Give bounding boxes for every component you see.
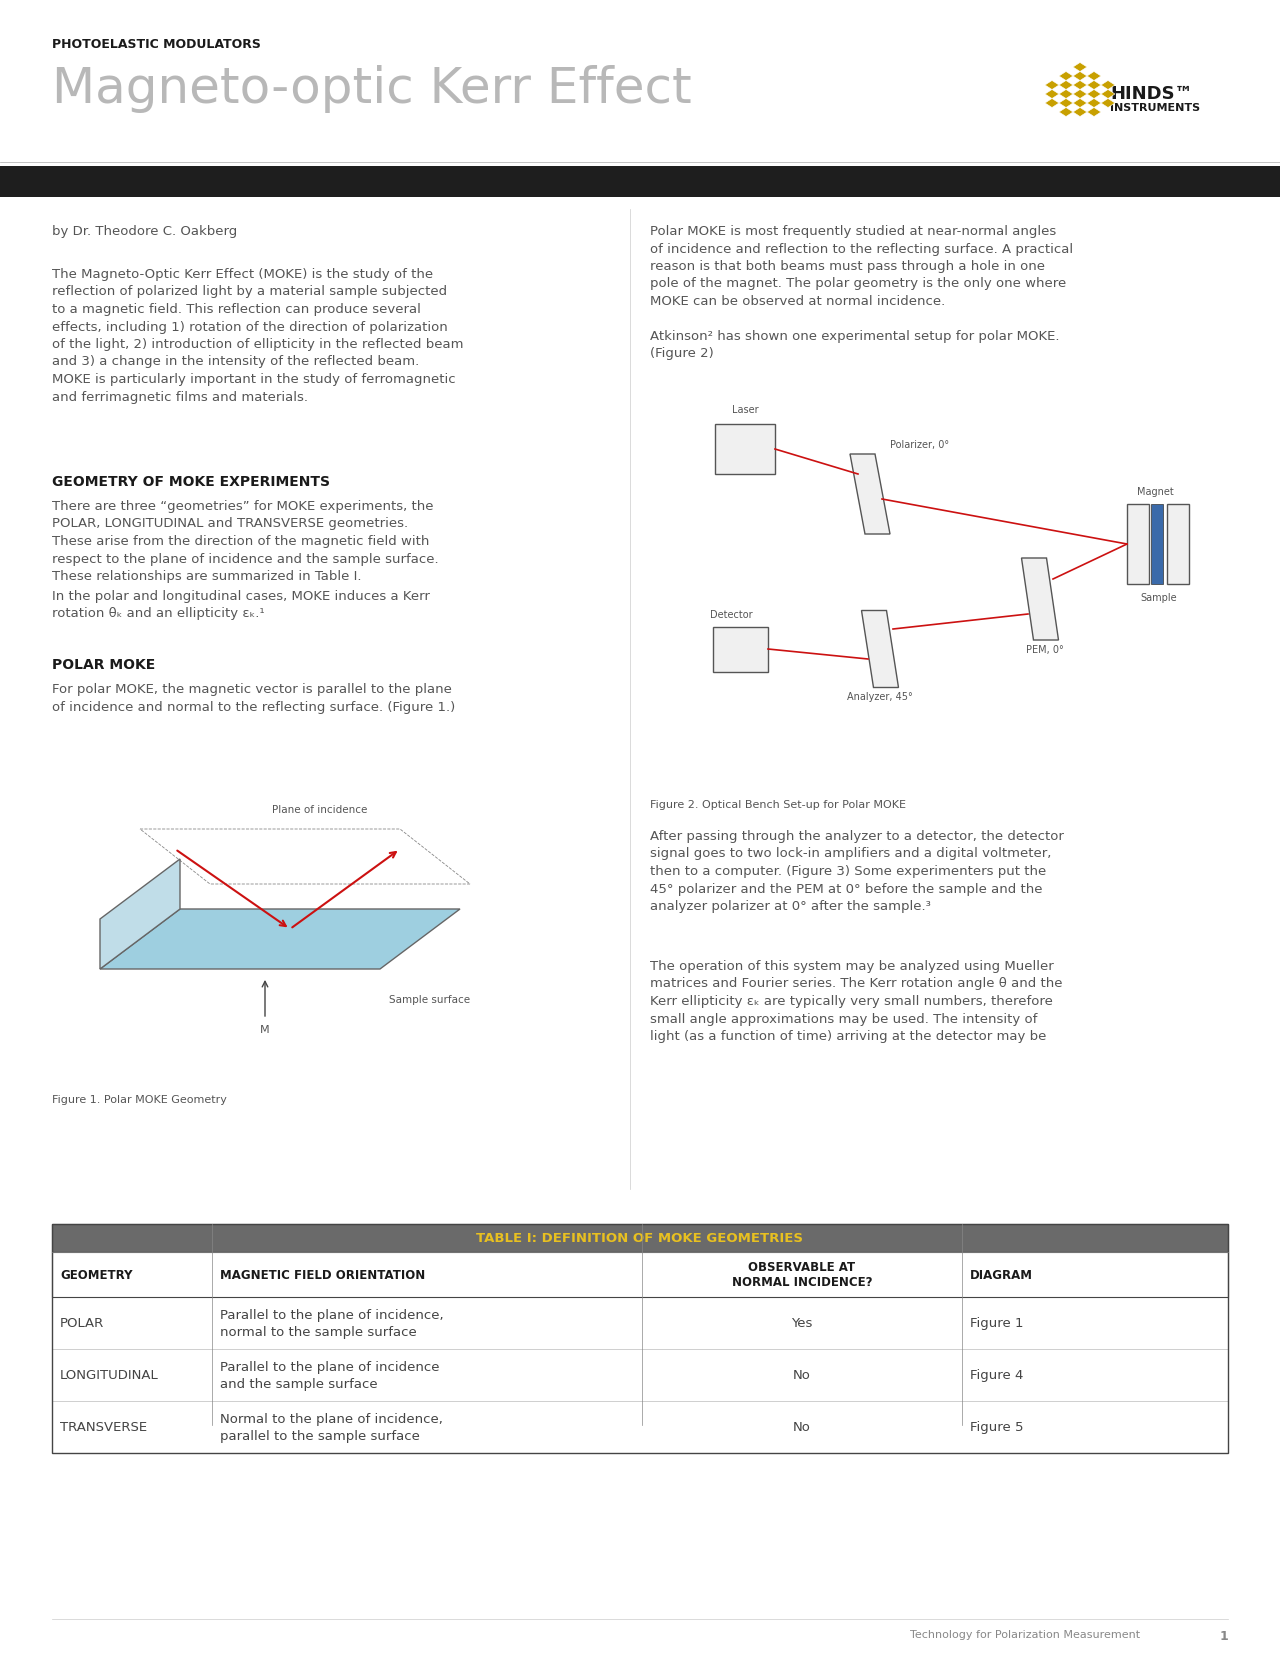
Text: POLAR MOKE: POLAR MOKE [52,657,155,672]
Polygon shape [100,910,460,970]
Bar [1151,505,1164,584]
Text: Yes: Yes [791,1317,813,1329]
Text: 1: 1 [1220,1629,1228,1642]
Polygon shape [1073,99,1087,109]
Text: Figure 4: Figure 4 [970,1369,1024,1382]
Text: INSTRUMENTS: INSTRUMENTS [1110,103,1201,113]
Text: LONGITUDINAL: LONGITUDINAL [60,1369,159,1382]
Text: PEM, 0°: PEM, 0° [1027,644,1064,655]
Bar [52,1225,1228,1453]
Polygon shape [1044,91,1059,99]
Text: No: No [794,1369,812,1382]
Text: TABLE I: DEFINITION OF MOKE GEOMETRIES: TABLE I: DEFINITION OF MOKE GEOMETRIES [476,1231,804,1245]
Text: After passing through the analyzer to a detector, the detector
signal goes to tw: After passing through the analyzer to a … [650,829,1064,912]
Polygon shape [1087,109,1101,118]
Text: DIAGRAM: DIAGRAM [970,1268,1033,1281]
Polygon shape [1087,91,1101,99]
Bar [52,1349,1228,1402]
Text: Laser: Laser [732,405,758,415]
Text: Analyzer, 45°: Analyzer, 45° [847,692,913,702]
Polygon shape [1101,81,1115,91]
Polygon shape [1087,99,1101,109]
Text: MAGNETIC FIELD ORIENTATION: MAGNETIC FIELD ORIENTATION [220,1268,425,1281]
Polygon shape [716,425,774,475]
Text: Polar MOKE is most frequently studied at near-normal angles
of incidence and ref: Polar MOKE is most frequently studied at… [650,225,1073,308]
Text: Detector: Detector [710,609,753,619]
Text: TRANSVERSE: TRANSVERSE [60,1420,147,1433]
Bar [52,1253,1228,1298]
Text: APPLICATION NOTE: APPLICATION NOTE [1100,175,1228,189]
Text: For polar MOKE, the magnetic vector is parallel to the plane
of incidence and no: For polar MOKE, the magnetic vector is p… [52,682,456,713]
Text: Parallel to the plane of incidence
and the sample surface: Parallel to the plane of incidence and t… [220,1360,439,1390]
Text: Technology for Polarization Measurement: Technology for Polarization Measurement [910,1629,1140,1638]
Polygon shape [1073,81,1087,91]
Bar [52,1298,1228,1349]
Text: Atkinson² has shown one experimental setup for polar MOKE.: Atkinson² has shown one experimental set… [650,329,1060,343]
Text: Figure 5: Figure 5 [970,1420,1024,1433]
Polygon shape [1059,91,1073,99]
Polygon shape [1073,73,1087,81]
Polygon shape [1073,91,1087,99]
Polygon shape [1021,559,1059,640]
Polygon shape [850,455,890,535]
Polygon shape [1087,73,1101,81]
Text: POLAR: POLAR [60,1317,104,1329]
Bar [1167,505,1189,584]
Text: Sample: Sample [1140,592,1178,602]
Text: OBSERVABLE AT
NORMAL INCIDENCE?: OBSERVABLE AT NORMAL INCIDENCE? [732,1261,872,1289]
Text: PHOTOELASTIC MODULATORS: PHOTOELASTIC MODULATORS [52,38,261,51]
Text: The operation of this system may be analyzed using Mueller
matrices and Fourier : The operation of this system may be anal… [650,960,1062,1043]
Polygon shape [1101,91,1115,99]
Polygon shape [1073,63,1087,73]
Text: Polarizer, 0°: Polarizer, 0° [890,440,950,450]
Bar [52,1225,1228,1253]
Text: Magneto-optic Kerr Effect: Magneto-optic Kerr Effect [52,65,691,113]
Text: Magnet: Magnet [1137,487,1174,496]
Polygon shape [713,627,768,672]
Polygon shape [1059,99,1073,109]
Text: Figure 2. Optical Bench Set-up for Polar MOKE: Figure 2. Optical Bench Set-up for Polar… [650,799,906,809]
Text: (Figure 2): (Figure 2) [650,348,714,359]
Text: HINDS™: HINDS™ [1110,84,1193,103]
Polygon shape [100,859,180,970]
Text: by Dr. Theodore C. Oakberg: by Dr. Theodore C. Oakberg [52,225,237,238]
Text: GEOMETRY: GEOMETRY [60,1268,133,1281]
Polygon shape [1044,99,1059,109]
Polygon shape [1087,81,1101,91]
Polygon shape [1059,109,1073,118]
Text: In the polar and longitudinal cases, MOKE induces a Kerr
rotation θₖ and an elli: In the polar and longitudinal cases, MOK… [52,589,430,621]
Polygon shape [861,611,899,688]
Polygon shape [1073,109,1087,118]
Text: M: M [260,1024,270,1034]
Text: Plane of incidence: Plane of incidence [273,804,367,814]
Polygon shape [1059,81,1073,91]
Text: Sample surface: Sample surface [389,995,471,1005]
Polygon shape [1044,81,1059,91]
Text: Parallel to the plane of incidence,
normal to the sample surface: Parallel to the plane of incidence, norm… [220,1307,444,1339]
Polygon shape [1101,99,1115,109]
Text: Normal to the plane of incidence,
parallel to the sample surface: Normal to the plane of incidence, parall… [220,1412,443,1442]
Text: The Magneto-Optic Kerr Effect (MOKE) is the study of the
reflection of polarized: The Magneto-Optic Kerr Effect (MOKE) is … [52,268,463,404]
Text: Figure 1: Figure 1 [970,1317,1024,1329]
Bar [0,167,1280,199]
Bar [1126,505,1149,584]
Text: Figure 1. Polar MOKE Geometry: Figure 1. Polar MOKE Geometry [52,1094,227,1104]
Text: There are three “geometries” for MOKE experiments, the
POLAR, LONGITUDINAL and T: There are three “geometries” for MOKE ex… [52,500,439,583]
Text: GEOMETRY OF MOKE EXPERIMENTS: GEOMETRY OF MOKE EXPERIMENTS [52,475,330,488]
Bar [52,1402,1228,1453]
Polygon shape [1059,73,1073,81]
Text: No: No [794,1420,812,1433]
